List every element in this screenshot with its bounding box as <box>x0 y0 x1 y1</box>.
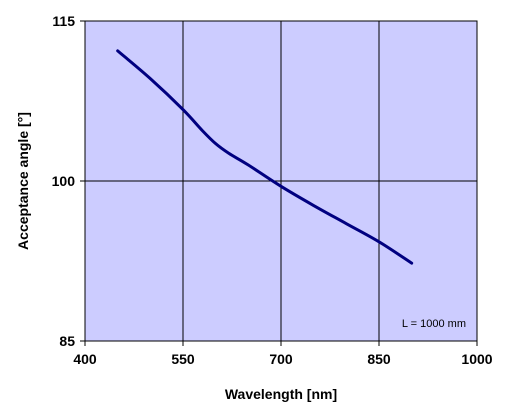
annotation-label: L = 1000 mm <box>402 318 466 330</box>
y-tick-label: 115 <box>52 13 75 29</box>
x-tick-label: 1000 <box>461 351 492 367</box>
y-tick-label: 100 <box>52 173 76 189</box>
y-tick-label: 85 <box>59 333 75 349</box>
x-tick-label: 400 <box>73 351 97 367</box>
series-line <box>116 49 414 265</box>
tick-labels: 400 550 700 850 1000 85 100 115 <box>52 13 493 367</box>
x-tick-label: 700 <box>269 351 293 367</box>
x-tick-label: 550 <box>171 351 195 367</box>
x-axis-title: Wavelength [nm] <box>225 386 337 402</box>
grid <box>85 21 477 341</box>
x-tick-label: 850 <box>367 351 391 367</box>
y-axis-title: Acceptance angle [°] <box>15 112 31 250</box>
